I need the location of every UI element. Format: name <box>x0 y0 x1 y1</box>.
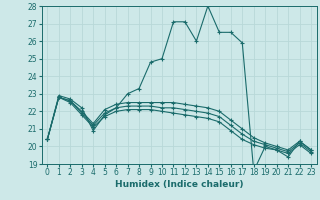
X-axis label: Humidex (Indice chaleur): Humidex (Indice chaleur) <box>115 180 244 189</box>
